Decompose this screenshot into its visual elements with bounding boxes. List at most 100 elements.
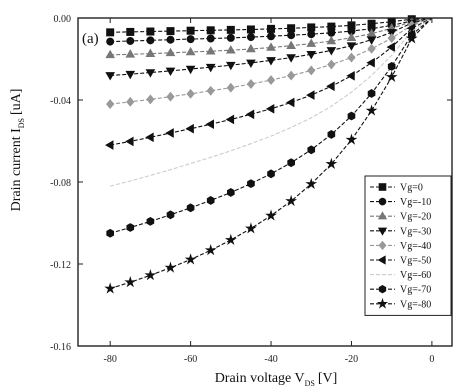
data-point: [105, 49, 116, 59]
data-point: [387, 61, 396, 71]
data-point: [145, 132, 154, 143]
legend-item: Vg=-20: [370, 211, 431, 223]
data-point: [327, 59, 336, 70]
legend-item: Vg=-80: [370, 297, 431, 310]
series-8: [104, 17, 433, 294]
data-point: [307, 65, 316, 76]
legend-label: Vg=0: [400, 183, 423, 194]
data-point: [125, 70, 136, 80]
data-point: [204, 244, 217, 256]
data-point: [287, 70, 296, 81]
plot-layer: [104, 15, 433, 294]
data-point: [246, 79, 256, 89]
data-point: [226, 25, 235, 34]
data-point: [385, 70, 398, 83]
x-axis-unit: [V]: [318, 371, 337, 386]
legend-marker: [377, 211, 388, 220]
data-point: [306, 38, 317, 47]
data-point: [365, 104, 378, 116]
legend-label: Vg=-10: [400, 197, 431, 208]
data-point: [165, 128, 174, 138]
legend-label: Vg=-80: [400, 299, 431, 310]
data-point: [205, 63, 216, 73]
data-point: [367, 89, 376, 98]
data-point: [406, 23, 416, 34]
data-point: [225, 45, 236, 54]
data-point: [327, 28, 336, 37]
legend-item: Vg=-70: [370, 285, 431, 296]
legend-label: Vg=-30: [400, 226, 431, 237]
data-point: [106, 99, 115, 110]
data-point: [186, 35, 195, 44]
data-point: [146, 94, 155, 105]
data-point: [126, 27, 135, 36]
legend-label: Vg=-70: [400, 285, 431, 296]
legend-marker: [378, 183, 387, 191]
legend-label: Vg=-20: [400, 212, 431, 223]
data-point: [185, 46, 196, 56]
data-point: [266, 42, 276, 51]
data-point: [205, 119, 214, 130]
data-point: [126, 36, 135, 45]
legend-label: Vg=-60: [400, 270, 431, 281]
data-point: [106, 28, 115, 37]
data-point: [266, 57, 276, 66]
data-point: [326, 35, 337, 45]
y-tick-label: -0.12: [50, 260, 71, 271]
data-point: [347, 111, 356, 121]
data-point: [346, 70, 355, 81]
data-point: [326, 81, 335, 92]
data-point: [246, 25, 255, 34]
data-point: [267, 169, 275, 179]
data-point: [125, 49, 136, 58]
data-point: [146, 36, 155, 45]
data-point: [165, 47, 176, 57]
data-point: [286, 54, 296, 63]
legend-label: Vg=-50: [400, 256, 431, 267]
data-point: [387, 33, 396, 44]
x-axis-title: Drain voltage VDS [V]: [215, 371, 338, 388]
data-point: [106, 37, 115, 46]
data-point: [287, 24, 296, 33]
y-tick-label: -0.08: [50, 178, 71, 189]
data-point: [265, 103, 275, 114]
data-point: [226, 33, 235, 42]
data-point: [366, 36, 377, 45]
data-point: [105, 140, 114, 150]
data-point: [306, 90, 315, 100]
data-point: [186, 203, 195, 213]
data-point: [186, 26, 195, 35]
legend-item: Vg=-50: [370, 255, 431, 267]
data-point: [267, 24, 276, 33]
data-point: [345, 133, 358, 145]
series-line: [110, 17, 433, 187]
data-point: [247, 179, 255, 189]
data-point: [206, 85, 215, 96]
x-tick-label: -60: [184, 354, 197, 365]
y-tick-label: -0.04: [50, 96, 71, 107]
series-7: [106, 17, 433, 238]
data-point: [327, 130, 336, 139]
legend-item: Vg=-10: [370, 197, 431, 208]
data-point: [226, 188, 235, 197]
data-point: [224, 233, 237, 246]
data-point: [225, 61, 236, 71]
data-point: [126, 223, 135, 232]
data-point: [125, 136, 134, 147]
data-point: [124, 276, 137, 288]
series-4: [106, 17, 433, 110]
y-tick-label: 0.00: [54, 14, 72, 25]
legend: Vg=0 Vg=-10 Vg=-20 Vg=-30 Vg=-40 Vg=-50 Vg=-60…: [364, 175, 452, 316]
data-point: [164, 261, 177, 273]
data-point: [266, 75, 276, 86]
data-point: [405, 32, 418, 44]
legend-marker: [377, 255, 386, 265]
data-point: [245, 222, 257, 234]
data-point: [286, 97, 295, 108]
data-point: [325, 157, 338, 169]
data-point: [265, 209, 277, 221]
data-point: [307, 145, 316, 155]
legend-label: Vg=-40: [400, 241, 431, 252]
y-axis-label: Drain current I: [9, 128, 24, 212]
data-point: [226, 82, 235, 93]
